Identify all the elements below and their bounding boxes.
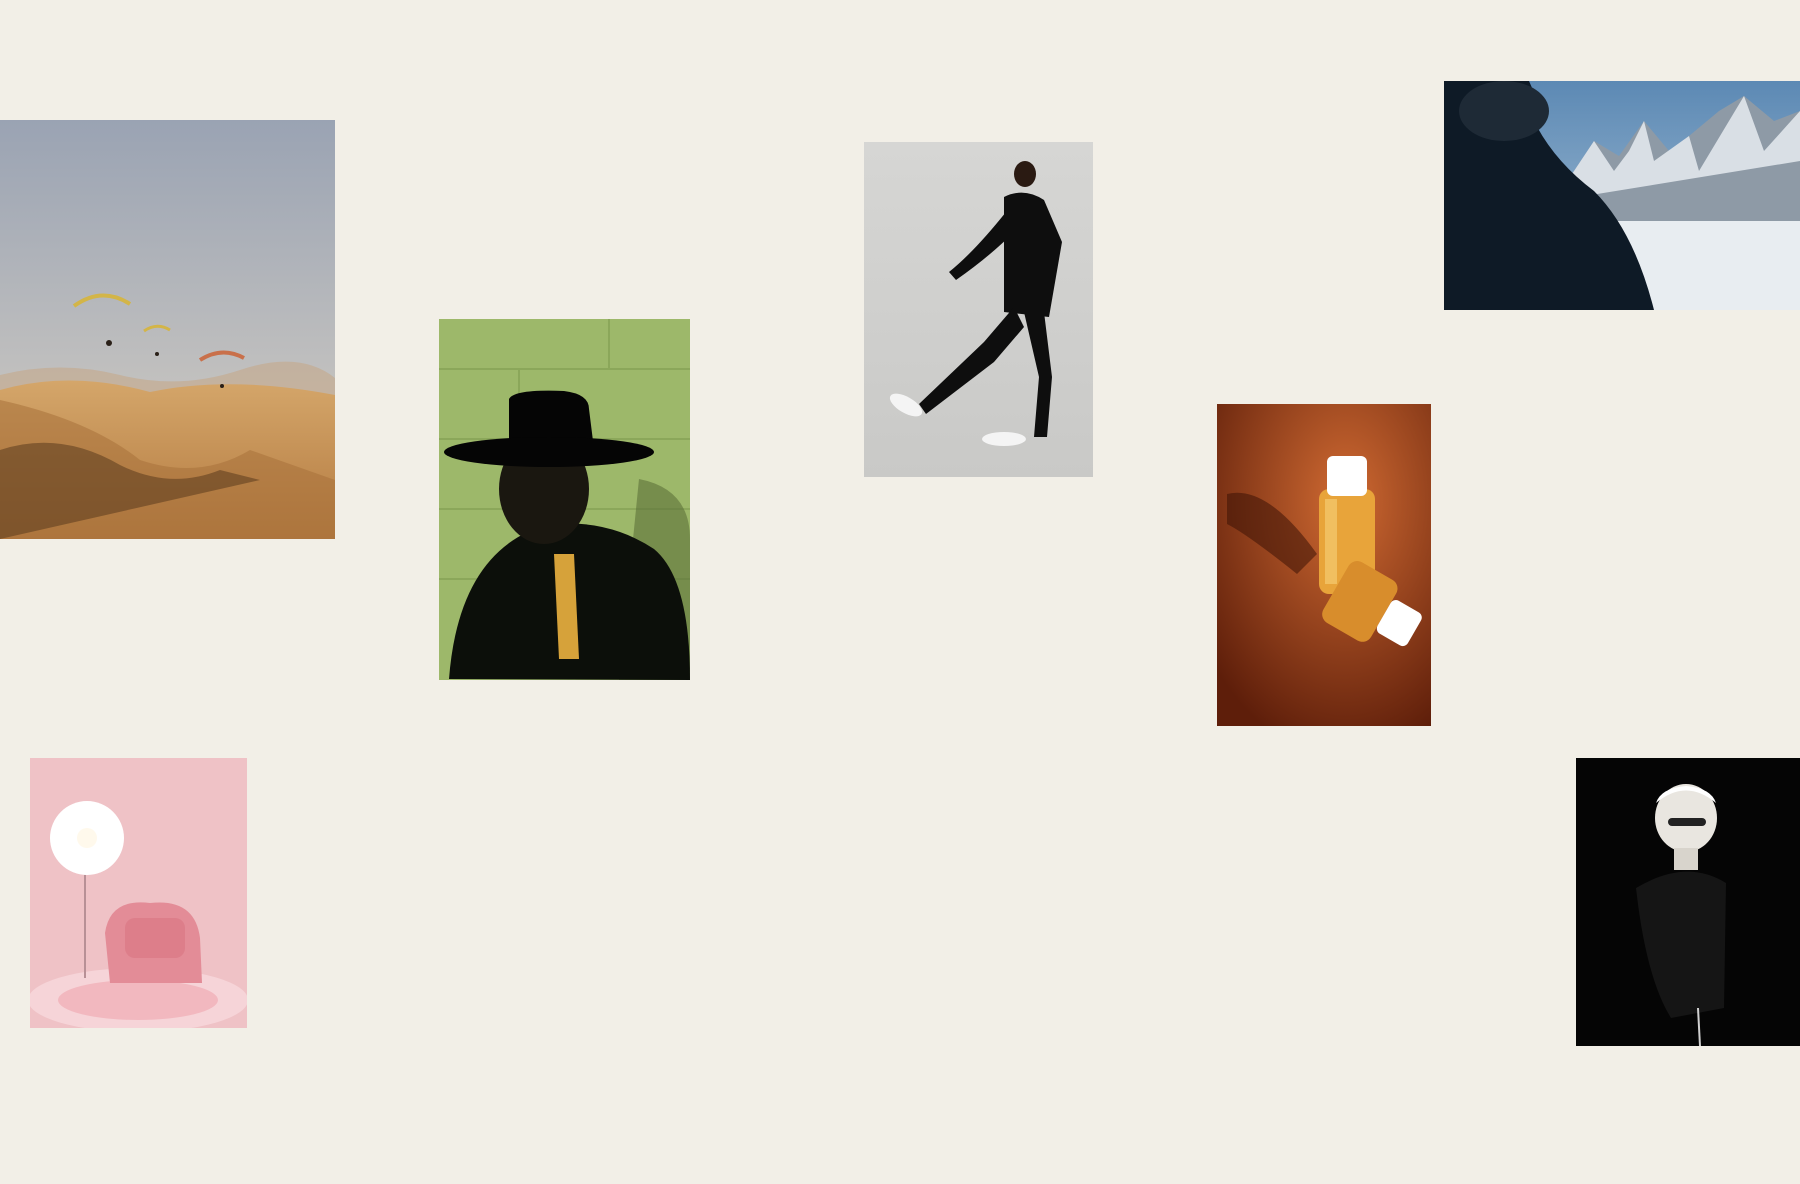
photo-man-kicking-pose[interactable] [864,142,1093,477]
photo-pink-fluffy-chair[interactable] [30,758,247,1028]
photo-photographer-mountains[interactable] [1444,81,1800,310]
chair-image [30,758,247,1028]
desert-image [0,120,335,539]
hat-man-image [439,319,690,680]
kicking-man-image [864,142,1093,477]
perfume-image [1217,404,1431,726]
photo-man-in-black-hat[interactable] [439,319,690,680]
statue-image [1576,758,1800,1046]
photo-perfume-bottles[interactable] [1217,404,1431,726]
mountain-image [1444,81,1800,310]
photo-desert-paragliders[interactable] [0,120,335,539]
photo-statue-with-sunglasses[interactable] [1576,758,1800,1046]
